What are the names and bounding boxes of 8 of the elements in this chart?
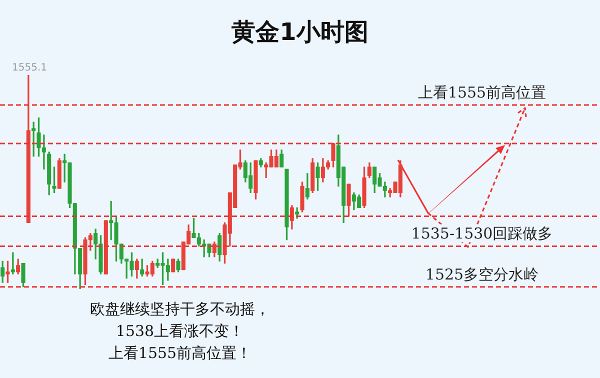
- chart-title: 黄金1小时图: [230, 17, 370, 48]
- ref-line-label: 1535-1530回踩做多: [411, 224, 553, 243]
- ref-line-label: 1525多空分水岭: [425, 265, 539, 284]
- ref-line-label: 上看1555前高位置: [418, 83, 546, 102]
- text: 上看1555前高位置！: [107, 343, 253, 364]
- annotation: 1555.1: [12, 62, 47, 74]
- text: 欧盘继续坚持干多不动摇，: [89, 299, 271, 320]
- text: 1538上看涨不变！: [114, 321, 246, 342]
